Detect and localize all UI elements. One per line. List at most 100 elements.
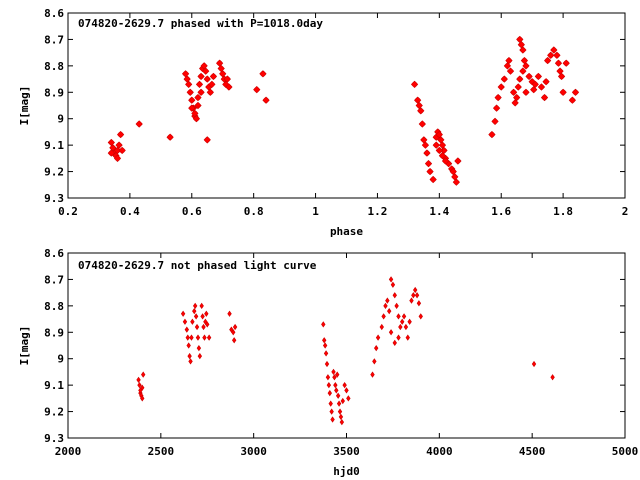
data-point [451, 173, 459, 181]
data-point [202, 334, 207, 341]
data-point [194, 323, 200, 331]
data-point [410, 80, 419, 88]
data-point [219, 70, 227, 78]
data-point [186, 342, 191, 349]
data-point [136, 376, 141, 383]
data-point [135, 120, 143, 128]
data-point [513, 93, 521, 102]
data-point [117, 130, 125, 139]
data-point [372, 358, 377, 365]
data-point [488, 130, 496, 139]
data-point [209, 72, 218, 81]
data-point [217, 64, 225, 73]
data-point [188, 104, 196, 112]
data-point [375, 334, 381, 341]
plot-panel-1: 0.2 0.4 0.6 0.8 1 1.2 1.4 1.6 1.8 2 8.6 8.7 8.8 8.9 9 9… [18, 7, 628, 238]
data-point [519, 46, 527, 54]
data-point [322, 337, 327, 344]
data-point [188, 358, 193, 365]
data-point [225, 83, 233, 91]
data-point [492, 104, 501, 112]
data-point [189, 334, 194, 341]
data-point [183, 75, 191, 83]
data-point [414, 96, 422, 104]
data-point [424, 160, 433, 168]
data-point [438, 152, 447, 160]
data-point [392, 292, 397, 299]
data-point [337, 408, 343, 415]
data-point [416, 300, 422, 307]
data-point [140, 395, 145, 402]
y-tick-label: 9.3 [44, 192, 64, 205]
x-tick-label: 0.6 [182, 205, 202, 218]
data-point [190, 318, 195, 325]
y-tick-label: 9 [57, 353, 64, 366]
data-point [259, 70, 267, 78]
data-point [322, 342, 328, 349]
y-tick-label: 9.1 [44, 379, 64, 392]
data-point [509, 88, 518, 96]
data-point [435, 146, 443, 155]
data-point [327, 389, 332, 397]
data-point [553, 51, 561, 59]
data-point [188, 96, 196, 104]
data-point [385, 297, 390, 304]
x-tick-label: 0.8 [244, 205, 264, 218]
y-tick-label: 9.1 [44, 139, 64, 152]
data-point [423, 149, 431, 157]
data-point [231, 329, 236, 336]
y-tick-label: 8.7 [44, 273, 64, 286]
data-point [333, 382, 338, 389]
x-tick-label: 0.2 [58, 205, 78, 218]
y-tick-label: 8.9 [44, 326, 64, 339]
plot-frame [67, 12, 626, 199]
data-point [205, 321, 210, 328]
data-point [414, 292, 420, 299]
data-point [336, 400, 342, 407]
data-point [432, 141, 440, 149]
x-tick-label: 0.4 [120, 205, 140, 218]
data-point [421, 141, 430, 149]
y-tick-label: 8.6 [44, 247, 64, 260]
data-point [194, 93, 202, 102]
data-point [184, 326, 190, 333]
data-point [342, 382, 347, 389]
x-tick-label: 1.6 [491, 205, 511, 218]
x-tick-label: 3500 [333, 445, 360, 458]
data-point [324, 360, 330, 368]
data-point [531, 80, 539, 88]
data-point [441, 157, 450, 165]
data-point [522, 88, 530, 96]
data-point [452, 178, 460, 186]
data-point [429, 175, 437, 184]
data-point [516, 35, 524, 44]
data-point [420, 136, 428, 144]
data-point [571, 88, 580, 96]
data-point [200, 313, 205, 320]
data-point [497, 83, 505, 91]
x-tick-label: 1.4 [429, 205, 449, 218]
y-axis-label: I[mag] [18, 86, 31, 126]
data-point [202, 67, 210, 75]
y-tick-label: 8.6 [44, 7, 64, 20]
data-point [180, 310, 186, 317]
data-point [227, 310, 232, 317]
y-tick-label: 8.7 [44, 33, 64, 46]
data-point [418, 120, 426, 128]
data-point [398, 323, 403, 331]
data-point [141, 371, 146, 378]
data-point [204, 310, 209, 317]
data-point [394, 302, 399, 309]
data-point [191, 109, 199, 118]
x-tick-label: 4000 [426, 445, 453, 458]
data-point [514, 83, 522, 91]
x-axis-label: hjd0 [333, 465, 360, 478]
data-point [559, 88, 567, 96]
data-point [540, 93, 549, 102]
data-point [438, 141, 447, 149]
data-point [520, 56, 529, 65]
data-point [413, 286, 418, 294]
plot-title: 074820-2629.7 not phased light curve [78, 259, 317, 272]
y-tick-label: 9.2 [44, 166, 64, 179]
